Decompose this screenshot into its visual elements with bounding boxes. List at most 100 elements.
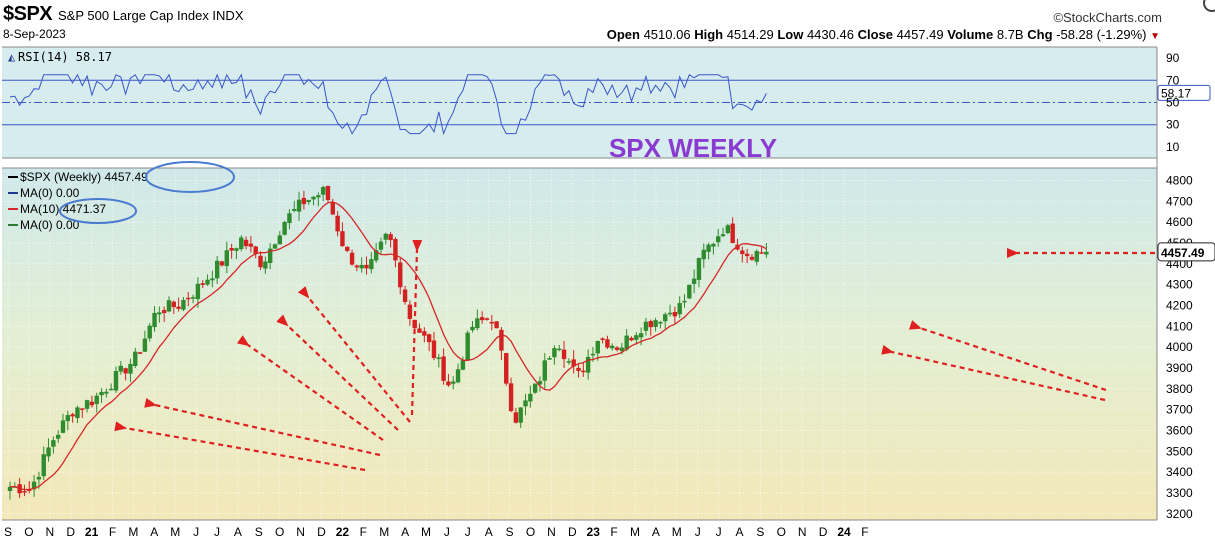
candle-body [128, 363, 133, 374]
candle-body [720, 234, 726, 237]
rsi-icon: ◭ [8, 50, 16, 64]
candle-body [576, 367, 581, 371]
candle-body [60, 420, 66, 433]
candle-body [80, 408, 85, 410]
low-value: 4430.46 [806, 27, 854, 42]
candle-body [186, 297, 191, 300]
candle-body [22, 491, 27, 493]
candle-body [133, 351, 138, 366]
x-tick-label: S [506, 525, 514, 539]
candle-body [740, 250, 745, 255]
x-tick-label: S [255, 525, 263, 539]
candle-body [75, 407, 80, 419]
volume-value: 8.7B [996, 27, 1024, 42]
candle-body [118, 365, 124, 372]
ma10-line [9, 201, 767, 491]
candle-body [754, 251, 759, 262]
highlight-ellipse [145, 161, 235, 193]
candle-body [585, 356, 591, 373]
support-arrow [276, 314, 399, 431]
candle-body [253, 246, 258, 254]
candle-body [301, 197, 307, 205]
rsi-tick-label: 90 [1166, 51, 1180, 65]
candle-body [648, 321, 653, 328]
volume-label: Volume [947, 27, 994, 42]
candle-body [610, 345, 615, 349]
candle-body [624, 335, 629, 350]
candle-body [528, 393, 533, 402]
candle-body [653, 320, 658, 327]
y-tick-label: 3700 [1166, 403, 1193, 417]
candle-body [31, 481, 37, 490]
candle-body [499, 329, 504, 351]
chart-header: $SPX S&P 500 Large Cap Index INDX 8-Sep-… [0, 0, 1215, 44]
candle-body [725, 225, 731, 233]
candle-body [200, 283, 205, 285]
candle-body [248, 243, 254, 247]
x-tick-label: N [547, 525, 556, 539]
candle-body [108, 388, 114, 391]
x-tick-label: 22 [336, 525, 350, 539]
highlight-ellipse [59, 198, 137, 224]
candle-body [27, 489, 32, 491]
candle-body [292, 209, 297, 211]
support-arrow [881, 344, 1106, 402]
x-tick-label: M [128, 525, 138, 539]
candle-body [749, 256, 755, 260]
candle-body [658, 322, 663, 324]
y-tick-label: 4800 [1166, 173, 1193, 187]
options-circle-icon[interactable] [1203, 0, 1215, 12]
x-tick-label: O [526, 525, 535, 539]
candle-body [234, 248, 239, 251]
support-arrow [410, 239, 423, 416]
candle-body [335, 215, 340, 232]
candle-body [504, 353, 509, 384]
x-tick-label: O [777, 525, 786, 539]
x-tick-label: A [485, 525, 493, 539]
candle-body [258, 255, 263, 268]
y-tick-label: 4000 [1166, 340, 1193, 354]
candle-body [364, 264, 369, 269]
candle-body [263, 261, 268, 269]
candle-body [398, 262, 403, 288]
candle-body [764, 251, 769, 255]
support-arrow [236, 335, 384, 441]
candle-body [113, 371, 119, 391]
candle-body [195, 283, 201, 300]
x-tick-label: J [716, 525, 722, 539]
candle-body [7, 486, 13, 491]
x-tick-label: N [296, 525, 305, 539]
candle-body [667, 312, 673, 315]
chart-date: 8-Sep-2023 [3, 27, 66, 41]
candle-body [691, 278, 697, 285]
open-label: Open [606, 27, 640, 42]
candle-body [557, 348, 562, 351]
candle-body [566, 361, 572, 363]
x-tick-label: N [45, 525, 54, 539]
y-tick-label: 3200 [1166, 507, 1193, 521]
candle-body [407, 304, 413, 319]
candle-body [267, 248, 273, 263]
candle-body [65, 415, 71, 422]
high-label: High [694, 27, 724, 42]
candle-body [171, 301, 177, 308]
candle-body [320, 186, 326, 195]
candle-body [417, 328, 422, 333]
rsi-tick-label: 50 [1166, 96, 1180, 110]
candle-body [571, 359, 576, 367]
candle-body [219, 261, 225, 266]
rsi-label: RSI(14) 58.17 [18, 50, 112, 64]
candle-body [41, 454, 46, 477]
candle-body [677, 303, 682, 315]
x-tick-label: F [109, 525, 116, 539]
symbol-description: S&P 500 Large Cap Index INDX [58, 8, 244, 23]
candle-body [682, 300, 687, 303]
candle-body [614, 347, 620, 350]
candle-body [89, 401, 95, 406]
candle-body [532, 383, 538, 393]
candle-body [605, 339, 610, 348]
x-tick-label: 21 [85, 525, 99, 539]
candle-body [104, 391, 109, 394]
candle-body [205, 279, 210, 285]
support-arrow [908, 320, 1107, 392]
